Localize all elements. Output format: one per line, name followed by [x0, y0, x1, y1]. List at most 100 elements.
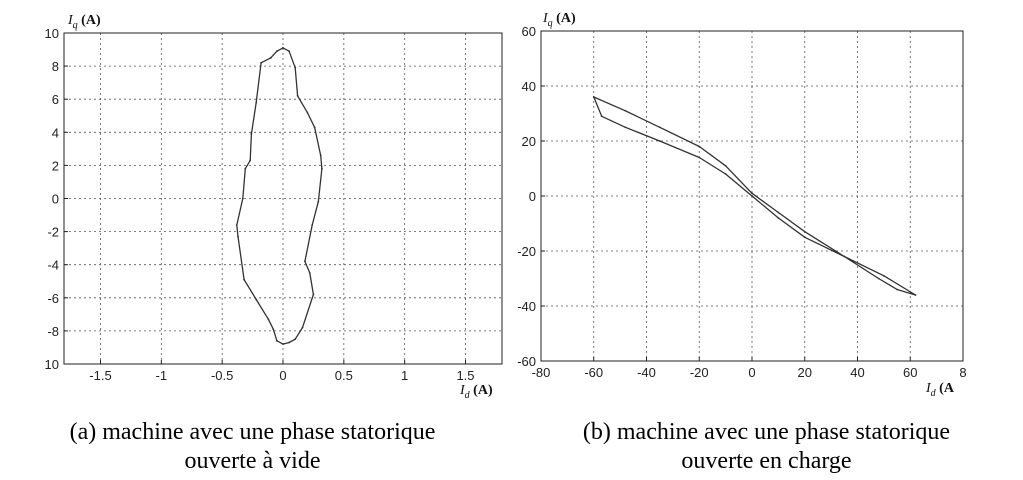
data-point [698, 145, 701, 148]
data-point [269, 56, 272, 59]
data-point [282, 46, 284, 49]
data-point [260, 61, 262, 64]
data-point [276, 339, 278, 342]
data-point [276, 50, 278, 53]
x-axis-label: Id (A) [459, 383, 493, 401]
x-tick-label: 0 [748, 365, 755, 380]
data-point [751, 192, 753, 195]
x-tick-label: 40 [850, 365, 864, 380]
data-point [600, 115, 603, 118]
x-axis-label-subscript: d [465, 390, 471, 401]
data-point [243, 278, 245, 281]
data-point [282, 343, 284, 346]
y-tick-label: 4 [52, 125, 59, 140]
data-point [306, 111, 309, 114]
data-point [751, 195, 753, 197]
data-point [235, 224, 238, 226]
x-axis-label-unit: (A) [470, 383, 493, 398]
data-point [803, 230, 806, 233]
x-tick-label: 0 [279, 368, 286, 383]
y-axis-label: Iq (A) [67, 13, 101, 31]
y-tick-label: -4 [47, 258, 59, 273]
x-tick-label: -80 [532, 365, 551, 380]
data-point [241, 197, 244, 200]
y-tick-label: -40 [517, 299, 536, 314]
data-point [313, 126, 316, 129]
data-point [255, 298, 258, 301]
data-point [301, 326, 304, 329]
y-tick-label: -2 [47, 225, 59, 240]
caption-b-line1: (b) machine avec une phase statorique [582, 419, 951, 445]
y-tick-label: -60 [517, 354, 536, 369]
y-axis-label-symbol: I [542, 11, 549, 26]
x-axis-label: Id (A [925, 381, 955, 399]
y-tick-label: -6 [47, 291, 59, 306]
y-axis-label-unit: (A) [78, 13, 101, 28]
caption-b: (b) machine avec une phase statorique ou… [510, 418, 1023, 476]
data-point [877, 277, 880, 280]
x-tick-label: 8 [959, 365, 966, 380]
data-point [294, 66, 297, 69]
x-tick-label: -40 [637, 365, 656, 380]
y-axis-label-symbol: I [67, 13, 74, 28]
y-axis-label-subscript: q [548, 18, 553, 29]
data-point [272, 328, 275, 331]
data-point [267, 318, 270, 321]
caption-b-line2: ouverte en charge [681, 448, 852, 474]
data-point [896, 288, 898, 291]
data-point [255, 101, 258, 104]
data-point [304, 260, 306, 263]
data-point [321, 167, 323, 170]
data-point [658, 126, 661, 129]
caption-a-line1: (a) machine avec une phase statorique [69, 419, 436, 445]
y-tick-label: 10 [45, 357, 59, 372]
data-point [882, 274, 885, 277]
y-tick-label: 0 [52, 192, 59, 207]
x-tick-label: 0.5 [335, 368, 353, 383]
data-point [312, 293, 315, 296]
caption-a: (a) machine avec une phase statorique ou… [0, 418, 505, 476]
data-point [777, 211, 780, 214]
data-point [914, 294, 917, 296]
data-point [296, 94, 299, 97]
x-tick-label: -1 [156, 368, 168, 383]
x-axis-label-symbol: I [925, 381, 932, 396]
y-tick-label: 60 [522, 24, 536, 39]
x-tick-label: -20 [690, 365, 709, 380]
y-axis-label-subscript: q [73, 20, 78, 31]
data-point [288, 50, 290, 53]
data-point [317, 200, 320, 203]
y-tick-label: 2 [52, 158, 59, 173]
data-point [777, 217, 780, 219]
chart-panel-a: -1.5 -1 -0.5 0 0.5 1 1.5 10 8 6 4 2 0 -2 -4 -6 -8 10 Id (A… [45, 13, 503, 401]
x-axis-label-unit: (A [936, 381, 955, 396]
data-point [843, 255, 846, 258]
y-axis-label: Iq (A) [542, 11, 576, 29]
data-point [311, 224, 314, 226]
data-point [592, 96, 595, 98]
data-point [658, 140, 661, 142]
y-tick-label: 6 [52, 92, 59, 107]
x-tick-label: -1.5 [89, 368, 111, 383]
data-point [624, 126, 627, 129]
x-tick-label: 1.5 [456, 368, 474, 383]
data-point [698, 156, 701, 159]
x-tick-label: 20 [798, 365, 812, 380]
y-tick-label: 10 [45, 26, 59, 41]
series-line [236, 47, 323, 345]
y-axis-label-unit: (A) [553, 11, 576, 26]
y-tick-label: 40 [522, 79, 536, 94]
y-tick-label: 8 [52, 59, 59, 74]
data-point [724, 164, 727, 167]
x-axis-label-subscript: d [931, 388, 937, 399]
data-point [249, 159, 252, 162]
x-tick-label: 60 [903, 365, 917, 380]
data-point [803, 236, 806, 239]
data-point [288, 341, 290, 344]
x-tick-label: -0.5 [211, 368, 233, 383]
data-point [294, 338, 297, 341]
data-point [308, 272, 311, 274]
data-point [319, 154, 322, 157]
